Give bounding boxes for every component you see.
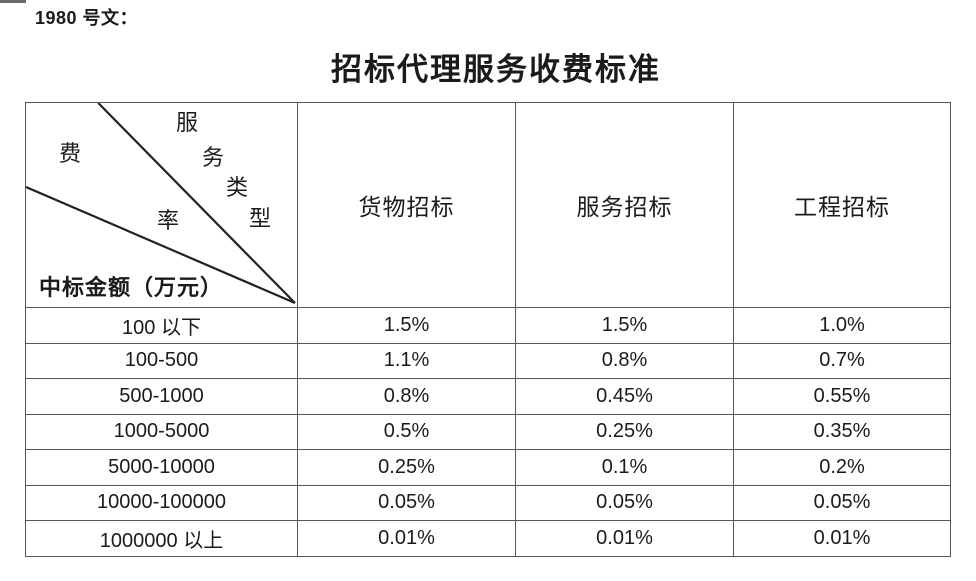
- doc-number-label: 1980 号文：: [35, 8, 139, 28]
- table-row: 1000000 以上 0.01% 0.01% 0.01%: [25, 520, 951, 557]
- table-corner-cell: 服 务 类 型 费 率 中标金额（万元）: [25, 102, 298, 308]
- column-header-services: 服务招标: [515, 102, 734, 308]
- table-row: 1000-5000 0.5% 0.25% 0.35%: [25, 413, 951, 450]
- row-label: 100 以下: [25, 307, 298, 344]
- table-cell: 0.01%: [297, 520, 516, 557]
- table-cell: 0.8%: [515, 342, 734, 379]
- corner-label-rate-char: 费: [59, 141, 82, 166]
- row-label: 500-1000: [25, 378, 298, 415]
- table-cell: 0.01%: [733, 520, 951, 557]
- table-cell: 0.25%: [515, 413, 734, 450]
- table-cell: 0.25%: [297, 449, 516, 486]
- row-label: 100-500: [25, 342, 298, 379]
- fee-table: 服 务 类 型 费 率 中标金额（万元） 货物招标 服务招标 工程招标 100 …: [25, 102, 951, 557]
- row-label: 1000-5000: [25, 413, 298, 450]
- table-cell: 1.5%: [515, 307, 734, 344]
- table-row: 5000-10000 0.25% 0.1% 0.2%: [25, 449, 951, 486]
- table-row: 10000-100000 0.05% 0.05% 0.05%: [25, 484, 951, 521]
- table-cell: 1.1%: [297, 342, 516, 379]
- diagonal-line-upper: [97, 103, 296, 304]
- row-label: 5000-10000: [25, 449, 298, 486]
- table-header-row: 服 务 类 型 费 率 中标金额（万元） 货物招标 服务招标 工程招标: [25, 102, 951, 308]
- table-cell: 0.35%: [733, 413, 951, 450]
- table-cell: 0.7%: [733, 342, 951, 379]
- table-cell: 1.0%: [733, 307, 951, 344]
- table-cell: 0.55%: [733, 378, 951, 415]
- table-cell: 0.8%: [297, 378, 516, 415]
- corner-label-rate-char: 率: [157, 208, 180, 233]
- table-cell: 0.05%: [515, 484, 734, 521]
- corner-label-service-type-char: 型: [249, 206, 272, 231]
- table-cell: 0.2%: [733, 449, 951, 486]
- diagonal-divider-lines: [26, 103, 296, 305]
- corner-label-service-type-char: 类: [226, 175, 249, 200]
- corner-label-bid-amount: 中标金额（万元）: [39, 275, 224, 300]
- screen-edge-artifact: [0, 0, 26, 3]
- table-cell: 0.05%: [733, 484, 951, 521]
- table-cell: 0.05%: [297, 484, 516, 521]
- table-cell: 0.1%: [515, 449, 734, 486]
- table-cell: 0.45%: [515, 378, 734, 415]
- corner-label-service-type-char: 务: [202, 145, 225, 170]
- table-row: 100-500 1.1% 0.8% 0.7%: [25, 342, 951, 379]
- table-row: 100 以下 1.5% 1.5% 1.0%: [25, 307, 951, 344]
- row-label: 1000000 以上: [25, 520, 298, 557]
- diagonal-line-lower: [26, 185, 296, 305]
- table-row: 500-1000 0.8% 0.45% 0.55%: [25, 378, 951, 415]
- table-cell: 1.5%: [297, 307, 516, 344]
- column-header-engineering: 工程招标: [733, 102, 951, 308]
- row-label: 10000-100000: [25, 484, 298, 521]
- corner-label-service-type-char: 服: [176, 110, 199, 135]
- table-cell: 0.01%: [515, 520, 734, 557]
- table-cell: 0.5%: [297, 413, 516, 450]
- page-title: 招标代理服务收费标准: [331, 52, 661, 87]
- column-header-goods: 货物招标: [297, 102, 516, 308]
